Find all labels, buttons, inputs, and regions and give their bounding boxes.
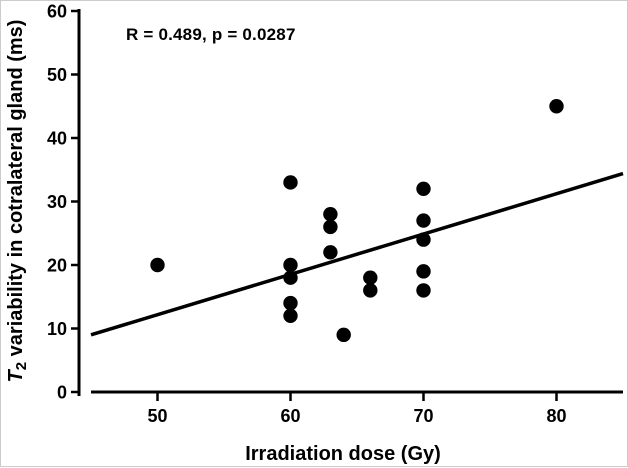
data-point <box>283 257 298 273</box>
data-point <box>283 295 298 311</box>
data-point <box>283 175 298 190</box>
data-point <box>549 99 564 114</box>
y-tick-label: 20 <box>47 256 67 276</box>
y-tick-label: 10 <box>47 319 67 339</box>
data-point <box>323 207 338 222</box>
data-point <box>416 213 431 228</box>
data-point <box>416 232 431 247</box>
data-point <box>283 308 298 323</box>
data-point <box>363 270 378 285</box>
data-point <box>336 327 351 343</box>
data-point <box>416 181 431 196</box>
x-tick-label: 50 <box>147 406 167 426</box>
y-axis: 0 10 20 30 40 50 60 <box>47 2 81 403</box>
y-tick-label: 30 <box>47 192 67 212</box>
data-point <box>323 245 338 260</box>
data-point <box>363 283 378 298</box>
data-point <box>416 264 431 279</box>
x-tick-label: 80 <box>546 406 566 426</box>
data-point <box>283 270 298 285</box>
y-tick-label: 50 <box>47 65 67 85</box>
y-tick-label: 60 <box>47 2 67 22</box>
y-tick-label: 40 <box>47 129 67 149</box>
x-axis: 50 60 70 80 <box>91 390 623 426</box>
data-point <box>416 283 431 298</box>
data-points <box>150 99 564 343</box>
data-point <box>323 219 338 235</box>
y-axis-label: T2 variability in cotralateral gland (ms… <box>5 20 30 383</box>
x-tick-label: 60 <box>280 406 300 426</box>
y-tick-label: 0 <box>57 383 67 403</box>
correlation-annotation: R = 0.489, p = 0.0287 <box>126 25 296 44</box>
regression-line <box>90 171 624 337</box>
x-axis-label: Irradiation dose (Gy) <box>245 443 441 465</box>
data-point <box>150 257 165 273</box>
x-tick-label: 70 <box>413 406 433 426</box>
